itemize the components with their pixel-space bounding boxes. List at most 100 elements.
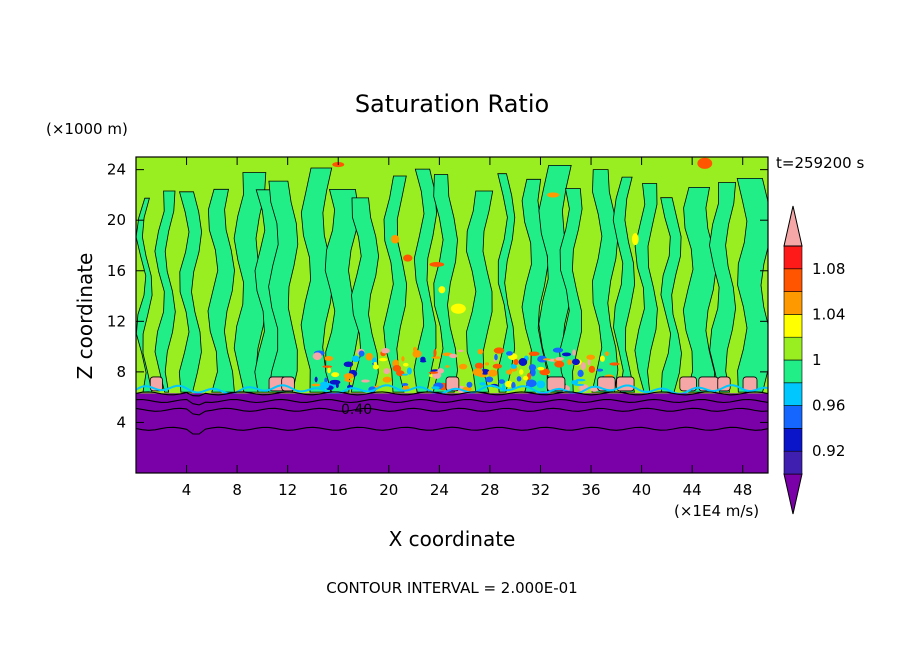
field-cloud-base: [136, 384, 768, 396]
field-mixed: [412, 346, 418, 352]
field-streak: [612, 176, 636, 393]
field-mixed: [588, 365, 596, 373]
field-cap: [546, 376, 566, 392]
contour-line: [136, 407, 768, 416]
field-mixed: [571, 358, 580, 366]
contour-label: 0.40: [341, 402, 372, 418]
field-mixed: [324, 377, 328, 383]
field-mixed: [419, 360, 427, 363]
field-patch: [403, 254, 413, 262]
field-mixed: [604, 351, 610, 357]
field-cap: [717, 376, 731, 392]
contour-line: [136, 398, 768, 406]
field-mixed: [609, 362, 620, 366]
field-mixed: [522, 375, 529, 381]
contour-interval-note: CONTOUR INTERVAL = 2.000E-01: [326, 579, 577, 597]
field-mixed: [324, 355, 334, 361]
y-axis-label: Z coordinate: [73, 253, 97, 380]
field-mixed: [567, 359, 572, 365]
field-mixed: [327, 367, 331, 374]
field-mixed: [537, 366, 545, 371]
field-mixed: [485, 376, 494, 383]
field-mixed: [477, 348, 484, 355]
field-patch: [390, 234, 400, 244]
field-mixed: [511, 381, 516, 389]
field-mixed: [525, 379, 537, 388]
field-mixed: [314, 376, 318, 383]
x-tick-label: 16: [329, 481, 348, 499]
x-tick-label: 40: [632, 481, 651, 499]
field-mixed: [449, 353, 458, 359]
field-mixed: [587, 358, 591, 366]
field-mixed: [510, 363, 517, 369]
field-mixed: [378, 357, 388, 362]
field-streak: [682, 187, 717, 393]
field-streak: [383, 175, 408, 393]
field-streak: [207, 188, 235, 393]
field-mixed: [372, 357, 377, 364]
field-mixed: [392, 365, 402, 372]
colorbar-swatch: [783, 314, 803, 338]
field-mixed: [383, 368, 390, 375]
plot-area: [136, 157, 768, 473]
field-mixed: [494, 353, 498, 361]
field-mixed: [513, 358, 519, 366]
field-patch: [697, 157, 713, 169]
field-mixed: [571, 380, 579, 385]
field-mixed: [599, 355, 605, 362]
field-mixed: [542, 358, 551, 361]
x-unit-label: (×1E4 m/s): [674, 502, 759, 520]
colorbar-swatch: [783, 450, 803, 475]
x-axis-label: X coordinate: [389, 527, 516, 551]
colorbar-swatch: [783, 359, 803, 384]
x-tick-label: 28: [480, 481, 499, 499]
chart-title: Saturation Ratio: [355, 90, 549, 118]
field-streak: [497, 173, 516, 393]
field-streak: [591, 169, 619, 393]
x-tick-label: 32: [531, 481, 550, 499]
y-tick-label: 8: [116, 363, 126, 381]
colorbar-extend-low: [783, 473, 803, 515]
contour-line: [136, 426, 768, 435]
time-label: t=259200 s: [776, 154, 864, 172]
field-mixed: [457, 349, 464, 353]
field-mixed: [329, 379, 341, 385]
field-mixed: [431, 356, 442, 359]
field-patch: [450, 303, 466, 314]
x-tick-label: 36: [581, 481, 600, 499]
field-mixed: [498, 379, 506, 384]
field-mixed: [552, 347, 564, 353]
field-mixed: [555, 356, 564, 361]
y-tick-label: 24: [107, 161, 126, 179]
field-streak: [324, 189, 360, 393]
colorbar: 0.92 0.96 1 1.04 1.08: [783, 205, 845, 515]
field-streak: [350, 197, 380, 393]
field-mixed: [506, 369, 513, 375]
field-mixed: [358, 350, 365, 357]
field-mixed: [406, 367, 412, 375]
field-mixed: [537, 355, 548, 363]
field-mixed: [428, 371, 439, 374]
field-patch: [429, 261, 445, 267]
field-mixed: [344, 378, 350, 382]
field-streak: [300, 167, 334, 393]
colorbar-swatch: [783, 245, 803, 270]
field-mixed: [381, 348, 390, 354]
field-mixed: [322, 365, 333, 368]
field-mixed: [412, 350, 422, 358]
x-axis-ticks: 4 8 12 16 20 24 28 32 36 40 44 48: [182, 157, 752, 499]
field-mixed: [343, 373, 354, 380]
field-streak: [634, 183, 658, 393]
field-mixed: [577, 369, 584, 378]
contour-lines: [136, 391, 768, 435]
field-patch: [438, 286, 446, 294]
field-mixed: [573, 383, 585, 386]
colorbar-label: 1.04: [812, 305, 845, 323]
x-tick-label: 12: [278, 481, 297, 499]
field-streak: [178, 191, 203, 393]
field-mixed: [519, 369, 524, 375]
field-mixed: [458, 363, 468, 370]
field-mixed: [479, 382, 487, 386]
field-cap: [742, 376, 758, 392]
